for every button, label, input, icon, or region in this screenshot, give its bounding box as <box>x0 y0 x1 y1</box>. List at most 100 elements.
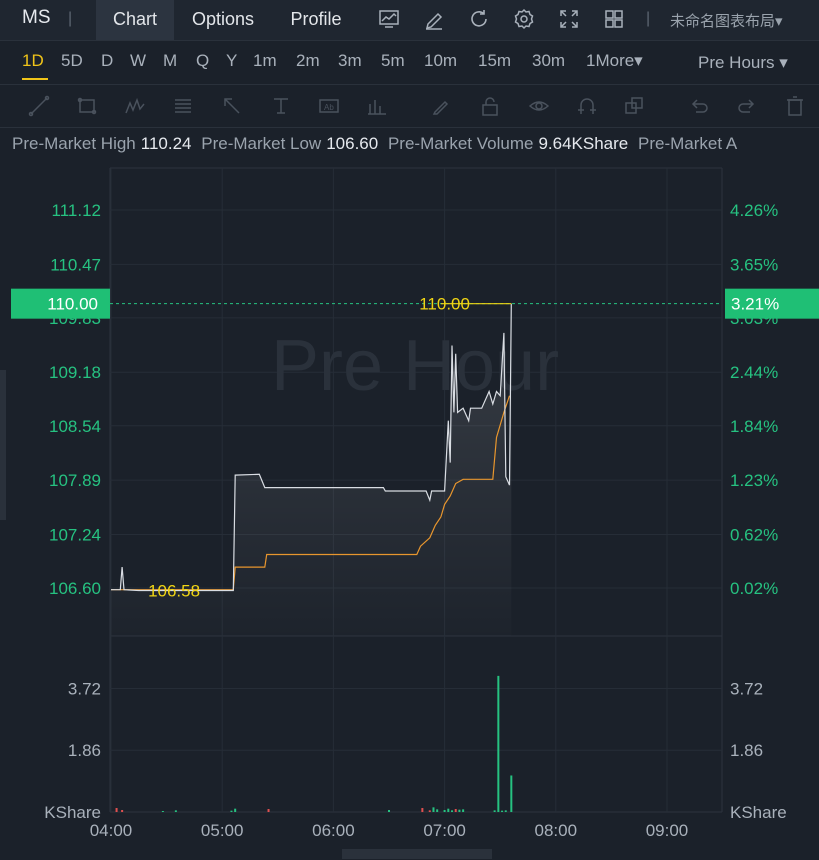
interval-1d[interactable]: 1D <box>22 51 44 70</box>
volume-bar <box>443 810 446 812</box>
volume-bar <box>462 809 465 812</box>
interval-month[interactable]: M <box>163 51 178 70</box>
current-pct-tag-text: 3.21% <box>731 295 779 314</box>
price-tick-label: 110.47 <box>50 255 101 274</box>
price-tick-label: 109.18 <box>49 363 101 382</box>
volume-bar <box>115 808 118 812</box>
tab-profile[interactable]: Profile <box>290 9 342 29</box>
magnet-icon[interactable] <box>576 95 598 117</box>
premarket-high-label: Pre-Market High <box>12 134 136 153</box>
trash-icon[interactable] <box>784 95 806 117</box>
percent-tick-label: 1.84% <box>730 417 778 436</box>
settings-icon[interactable] <box>513 8 535 30</box>
volume-bar <box>501 810 504 812</box>
volume-bar <box>510 775 513 812</box>
tab-chart[interactable]: Chart <box>96 0 174 40</box>
lock-icon[interactable] <box>479 95 501 117</box>
percent-tick-label: 3.65% <box>730 255 778 274</box>
ticker-symbol[interactable]: MS <box>22 7 51 28</box>
text-box-tool-icon[interactable]: Ab <box>318 95 340 117</box>
draw-icon[interactable] <box>423 8 445 30</box>
layout-name-dropdown[interactable]: 未命名图表布局▾ <box>670 13 783 30</box>
volume-bar <box>493 810 496 812</box>
percent-tick-label: 2.44% <box>730 363 778 382</box>
active-interval-indicator <box>22 78 48 80</box>
pencil-icon[interactable] <box>430 95 452 117</box>
interval-year[interactable]: Y <box>226 51 238 70</box>
volume-tick-label: 3.72 <box>730 679 763 698</box>
current-pct-tag <box>725 288 819 319</box>
chart-type-icon[interactable] <box>378 8 400 30</box>
separator: | <box>646 10 651 27</box>
top-toolbar: MS | Chart Options Profile | 未命名图表布局▾ <box>0 0 819 41</box>
volume-bar <box>428 810 431 812</box>
premarket-high-value: 110.24 <box>140 134 192 153</box>
interval-3m[interactable]: 3m <box>338 51 362 70</box>
interval-30m[interactable]: 30m <box>532 51 566 70</box>
price-tick-label: 108.54 <box>49 417 101 436</box>
premarket-info-bar: Pre-Market High 110.24 Pre-Market Low 106.… <box>0 134 819 160</box>
layout-grid-icon[interactable] <box>603 8 625 30</box>
premarket-volume-label: Pre-Market Volume <box>387 134 534 153</box>
volume-bar <box>174 810 177 812</box>
interval-week[interactable]: W <box>130 51 147 70</box>
volume-bar <box>447 808 450 812</box>
volume-unit-label: KShare <box>730 803 787 822</box>
price-line <box>111 303 512 592</box>
current-price-tag-text: 110.00 <box>47 295 98 314</box>
interval-5d[interactable]: 5D <box>61 51 83 70</box>
time-tick-label: 09:00 <box>646 821 689 840</box>
fib-tool-icon[interactable] <box>172 95 194 117</box>
volume-bar <box>388 810 390 812</box>
average-price-line <box>111 395 511 591</box>
arrow-tool-icon[interactable] <box>221 95 243 117</box>
interval-day[interactable]: D <box>101 51 114 70</box>
volume-bar <box>267 809 270 812</box>
current-price-label: 110.00 <box>419 295 470 314</box>
rectangle-tool-icon[interactable] <box>76 95 98 117</box>
measure-tool-icon[interactable] <box>366 95 388 117</box>
premarket-low-label: Pre-Market Low <box>201 134 322 153</box>
premarket-avg-label: Pre-Market A <box>637 134 738 153</box>
time-tick-label: 05:00 <box>201 821 244 840</box>
volume-bar <box>504 810 507 812</box>
interval-more-dropdown[interactable]: 1More▾ <box>586 51 643 70</box>
price-tick-label: 107.24 <box>49 525 101 544</box>
time-tick-label: 04:00 <box>90 821 133 840</box>
session-dropdown[interactable]: Pre Hours ▾ <box>698 53 788 72</box>
duplicate-icon[interactable] <box>623 95 645 117</box>
price-tick-label: 111.12 <box>52 201 101 220</box>
line-tool-icon[interactable] <box>28 95 50 117</box>
volume-bar <box>454 809 457 812</box>
price-chart[interactable]: Pre Hour 111.12110.47109.83109.18108.541… <box>0 160 819 860</box>
interval-quarter[interactable]: Q <box>196 51 210 70</box>
interval-10m[interactable]: 10m <box>424 51 458 70</box>
volume-bar <box>436 809 439 812</box>
premarket-low-value: 106.60 <box>326 134 379 153</box>
volume-unit-label: KShare <box>44 803 101 822</box>
time-tick-label: 07:00 <box>423 821 466 840</box>
volume-bar <box>458 809 461 812</box>
volume-tick-label: 1.86 <box>730 741 763 760</box>
volume-bar <box>234 808 237 812</box>
interval-2m[interactable]: 2m <box>296 51 320 70</box>
price-area-fill <box>111 303 512 636</box>
volume-bar <box>432 807 435 812</box>
refresh-icon[interactable] <box>468 8 490 30</box>
volume-bar <box>230 810 233 812</box>
percent-tick-label: 0.02% <box>730 579 778 598</box>
interval-15m[interactable]: 15m <box>478 51 512 70</box>
interval-1m[interactable]: 1m <box>253 51 277 70</box>
premarket-volume-value: 9.64KShare <box>538 134 629 153</box>
text-cursor-tool-icon[interactable] <box>270 95 292 117</box>
fullscreen-icon[interactable] <box>558 8 580 30</box>
pattern-tool-icon[interactable] <box>124 95 146 117</box>
undo-icon[interactable] <box>688 95 710 117</box>
left-panel-handle[interactable] <box>0 370 6 520</box>
eye-icon[interactable] <box>528 95 550 117</box>
interval-5m[interactable]: 5m <box>381 51 405 70</box>
tab-options[interactable]: Options <box>191 9 255 29</box>
redo-icon[interactable] <box>736 95 758 117</box>
bottom-panel-handle[interactable] <box>342 849 492 859</box>
interval-bar: 1D 5D D W M Q Y 1m 2m 3m 5m 10m 15m 30m … <box>0 40 819 85</box>
